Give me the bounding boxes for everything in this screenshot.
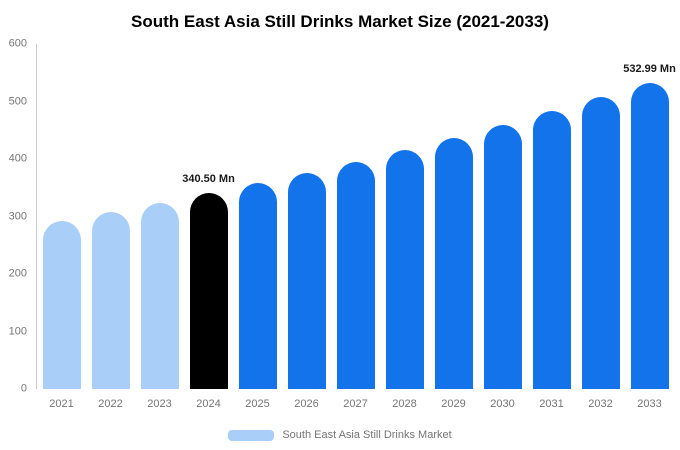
x-tick-label-2027: 2027	[343, 398, 368, 410]
x-tick-label-2022: 2022	[98, 398, 123, 410]
y-tick-label: 200	[8, 267, 27, 280]
bar-2030	[483, 125, 522, 389]
bar-column-2025: 2025	[233, 44, 282, 410]
y-tick-label: 100	[8, 325, 27, 337]
bar-column-2030: 2030	[478, 44, 527, 410]
bar-column-2022: 2022	[86, 44, 135, 410]
bar-2028	[385, 149, 424, 389]
legend-label: South East Asia Still Drinks Market	[282, 429, 452, 441]
bar-column-2031: 2031	[527, 44, 576, 410]
y-tick-label: 0	[20, 382, 27, 395]
y-tick-label: 300	[8, 210, 27, 222]
x-tick-label-2021: 2021	[49, 398, 74, 410]
bars: 2021 2022 2023 340.50 Mn 2024 2025 2026 2027 202…	[37, 44, 676, 410]
data-label-2024: 340.50 Mn	[182, 173, 235, 186]
bar-2031	[532, 111, 571, 389]
x-tick-label-2031: 2031	[539, 398, 564, 410]
x-tick-label-2023: 2023	[147, 398, 172, 410]
x-tick-label-2032: 2032	[588, 398, 613, 410]
bar-2027	[336, 161, 375, 389]
bar-column-2028: 2028	[380, 44, 429, 410]
legend-swatch	[228, 429, 275, 441]
bar-column-2024: 340.50 Mn 2024	[182, 44, 235, 410]
bar-column-2023: 2023	[135, 44, 184, 410]
bar-column-2029: 2029	[429, 44, 478, 410]
x-tick-label-2026: 2026	[294, 398, 319, 410]
bar-column-2033: 532.99 Mn 2033	[623, 44, 676, 410]
bar-2033	[630, 82, 669, 389]
x-tick-label-2025: 2025	[245, 398, 270, 410]
bar-2023	[140, 202, 179, 389]
y-tick-label: 600	[8, 37, 27, 50]
y-tick-label: 500	[8, 95, 27, 107]
y-axis: 0 100 200 300 400 500 600	[0, 38, 36, 394]
y-tick-label: 400	[8, 152, 27, 165]
x-tick-label-2029: 2029	[441, 398, 466, 410]
bar-2021	[42, 220, 81, 389]
legend[interactable]: South East Asia Still Drinks Market	[0, 429, 680, 441]
bar-2032	[581, 97, 620, 389]
plot-area: 2021 2022 2023 340.50 Mn 2024 2025 2026 2027 202…	[36, 44, 676, 410]
bar-2022	[91, 211, 130, 389]
x-tick-label-2028: 2028	[392, 398, 417, 410]
bar-2025	[238, 183, 277, 389]
x-tick-label-2024: 2024	[196, 398, 221, 410]
bar-2026	[287, 172, 326, 389]
bar-column-2027: 2027	[331, 44, 380, 410]
bar-column-2021: 2021	[37, 44, 86, 410]
x-tick-label-2030: 2030	[490, 398, 515, 410]
bar-2029	[434, 137, 473, 389]
chart-title: South East Asia Still Drinks Market Size…	[131, 12, 549, 31]
bar-column-2026: 2026	[282, 44, 331, 410]
bar-2024	[189, 193, 228, 389]
bar-column-2032: 2032	[576, 44, 625, 410]
x-tick-label-2033: 2033	[637, 398, 662, 410]
data-label-2033: 532.99 Mn	[623, 62, 676, 75]
